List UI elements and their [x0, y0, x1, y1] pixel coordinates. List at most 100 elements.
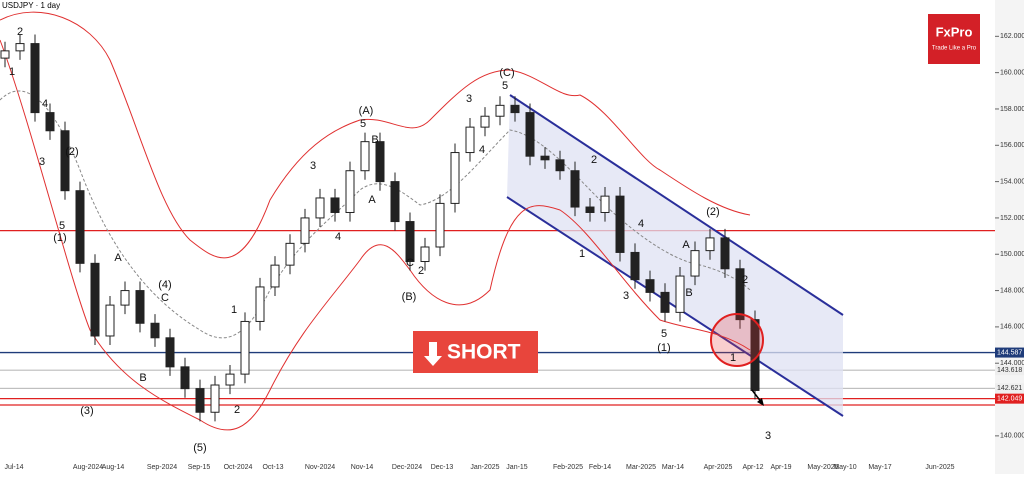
candle-body: [435, 202, 445, 248]
x-tick-label: Dec-2024: [392, 464, 422, 471]
x-tick-label: Apr-19: [770, 464, 791, 471]
wave-label: A: [368, 194, 376, 206]
candle-body: [660, 291, 670, 313]
x-tick-label: Oct-2024: [224, 464, 253, 471]
wave-label: 1: [9, 66, 15, 78]
candle-body: [255, 286, 265, 322]
channel-upper: [509, 94, 844, 316]
candle-body: [120, 290, 130, 306]
candle-body: [510, 104, 520, 114]
wave-label: (4): [158, 279, 171, 291]
level-tag: [995, 347, 1024, 358]
level-tag: [995, 365, 1024, 376]
wave-label: 3: [765, 430, 771, 442]
level-label: 143.618: [997, 367, 1022, 374]
candle-body: [330, 197, 340, 213]
wave-label: 4: [479, 144, 485, 156]
x-tick-label: Jun-2025: [925, 464, 954, 471]
wave-label: (2): [706, 206, 719, 218]
y-tick-label: 144.000: [1000, 360, 1024, 367]
x-tick-label: Jan-2025: [470, 464, 499, 471]
wave-label: (B): [402, 291, 417, 303]
candle-body: [705, 237, 715, 252]
x-tick-label: Aug-14: [102, 464, 125, 471]
x-tick-label: Mar-2025: [626, 464, 656, 471]
level-tag: [995, 383, 1024, 394]
wave-label: 5: [59, 220, 65, 232]
y-tick-label: 150.000: [1000, 251, 1024, 258]
x-tick-label: Feb-2025: [553, 464, 583, 471]
signal-text: SHORT: [447, 341, 521, 364]
candle-body: [90, 262, 100, 337]
candles: [0, 34, 760, 422]
wave-label: (1): [53, 232, 66, 244]
upper-band: [0, 11, 751, 259]
candle-body: [585, 206, 595, 213]
candle-body: [240, 320, 250, 375]
x-tick-label: Aug-2024: [73, 464, 103, 471]
x-tick-label: Nov-14: [351, 464, 374, 471]
candle-body: [735, 268, 745, 321]
wave-label: 3: [466, 93, 472, 105]
wave-label: 3: [623, 290, 629, 302]
wave-label: (1): [657, 342, 670, 354]
x-tick-label: Apr-12: [742, 464, 763, 471]
wave-label: B: [685, 287, 692, 299]
wave-label: 1: [730, 352, 736, 364]
candle-body: [645, 279, 655, 293]
candle-body: [75, 190, 85, 264]
candle-body: [690, 250, 700, 277]
level-label: 144.587: [997, 349, 1022, 356]
candle-body: [555, 159, 565, 172]
candle-body: [450, 152, 460, 204]
x-tick-label: Jan-15: [506, 464, 528, 471]
highlight-circle: [710, 313, 764, 367]
y-tick-label: 148.000: [1000, 287, 1024, 294]
candle-body: [45, 112, 55, 132]
x-tick-label: Nov-2024: [305, 464, 335, 471]
x-tick-label: Mar-14: [662, 464, 684, 471]
candle-body: [135, 290, 145, 324]
logo-tagline: Trade Like a Pro: [932, 46, 977, 52]
wave-label: (C): [499, 67, 514, 79]
wave-label: 2: [17, 26, 23, 38]
x-tick-label: Feb-14: [589, 464, 611, 471]
y-tick-label: 152.000: [1000, 215, 1024, 222]
wave-label: (2): [65, 146, 78, 158]
wave-label: 5: [360, 118, 366, 130]
candle-body: [210, 384, 220, 413]
candle-body: [150, 322, 160, 339]
candle-body: [420, 246, 430, 263]
y-tick-label: 160.000: [1000, 69, 1024, 76]
candle-body: [345, 170, 355, 213]
wave-label: (3): [80, 405, 93, 417]
x-tick-label: Apr-2025: [704, 464, 733, 471]
wave-label: C: [406, 257, 414, 269]
candle-body: [270, 264, 280, 288]
level-label: 142.049: [997, 395, 1022, 402]
candle-body: [360, 141, 370, 172]
candle-body: [570, 170, 580, 208]
candle-body: [15, 43, 25, 52]
candle-body: [195, 388, 205, 413]
x-tick-label: Sep-2024: [147, 464, 177, 471]
candle-body: [285, 242, 295, 266]
x-tick-label: Jul-14: [4, 464, 23, 471]
wave-label: C: [161, 292, 169, 304]
candle-body: [615, 195, 625, 253]
x-tick-label: May-17: [868, 464, 891, 471]
candle-body: [60, 130, 70, 192]
candle-body: [390, 181, 400, 223]
wave-label: 5: [661, 328, 667, 340]
candle-body: [375, 141, 385, 183]
wave-label: A: [114, 252, 122, 264]
wave-label: 2: [591, 154, 597, 166]
candle-body: [30, 43, 40, 114]
candle-body: [405, 221, 415, 263]
x-tick-label: Sep-15: [188, 464, 211, 471]
candle-body: [540, 155, 550, 161]
wave-label: 1: [231, 304, 237, 316]
candle-body: [600, 195, 610, 213]
